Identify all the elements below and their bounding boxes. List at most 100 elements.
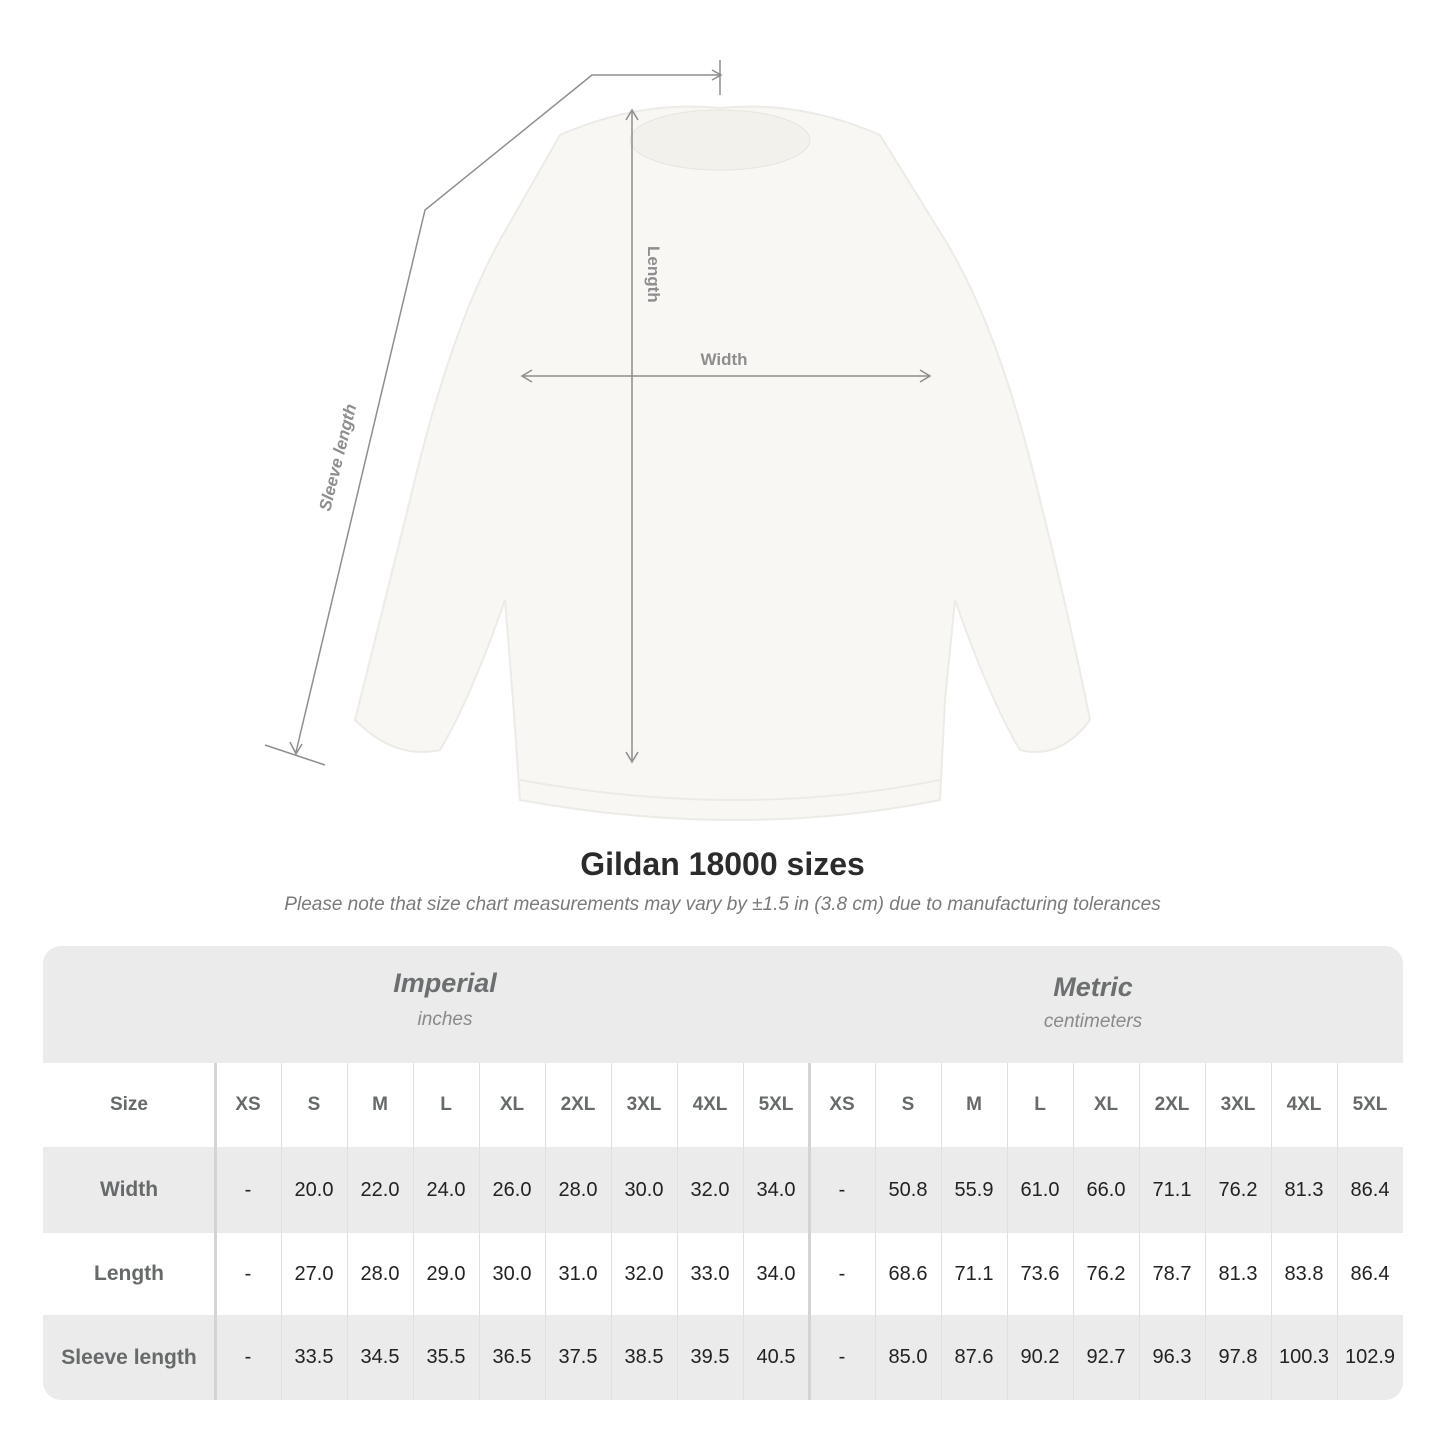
metric-value-cell: 100.3 <box>1278 1346 1330 1368</box>
metric-value-cell: 76.2 <box>1218 1178 1258 1201</box>
size-column-header: M <box>372 1094 388 1115</box>
column-divider <box>347 1063 348 1400</box>
imperial-value-cell: 22.0 <box>360 1178 400 1201</box>
imperial-value-cell: - <box>244 1178 252 1201</box>
width-label: Width <box>700 350 747 369</box>
size-column-header: 5XL <box>758 1094 794 1115</box>
imperial-value-cell: 36.5 <box>492 1346 532 1368</box>
size-table: Imperial inches Metric centimeters Size X… <box>43 946 1403 1400</box>
imperial-title: Imperial <box>393 968 497 998</box>
imperial-value-cell: - <box>244 1262 252 1285</box>
size-column-header: 2XL <box>560 1094 596 1115</box>
metric-value-cell: 81.3 <box>1218 1262 1258 1285</box>
column-divider <box>281 1063 282 1400</box>
column-divider <box>677 1063 678 1400</box>
column-divider <box>479 1063 480 1400</box>
measurement-lines <box>264 60 932 766</box>
imperial-value-cell: 34.0 <box>756 1178 796 1201</box>
row-label: Sleeve length <box>61 1345 197 1369</box>
row-label: Length <box>94 1262 164 1285</box>
imperial-value-cell: 38.5 <box>624 1346 664 1368</box>
column-divider <box>611 1063 612 1400</box>
imperial-value-cell: 30.0 <box>624 1178 664 1201</box>
metric-value-cell: 71.1 <box>1152 1178 1192 1201</box>
column-divider <box>941 1063 942 1400</box>
size-column-header: 3XL <box>1220 1094 1256 1115</box>
metric-value-cell: 86.4 <box>1350 1262 1390 1285</box>
column-divider <box>1205 1063 1206 1400</box>
metric-value-cell: 71.1 <box>954 1262 994 1285</box>
imperial-value-cell: 32.0 <box>690 1178 730 1201</box>
imperial-value-cell: 26.0 <box>492 1178 532 1201</box>
imperial-value-cell: 37.5 <box>558 1346 598 1368</box>
imperial-value-cell: 20.0 <box>294 1178 334 1201</box>
imperial-value-cell: 27.0 <box>294 1262 334 1285</box>
tolerance-note: Please note that size chart measurements… <box>284 894 1161 915</box>
imperial-value-cell: 31.0 <box>558 1262 598 1285</box>
imperial-value-cell: 39.5 <box>690 1346 730 1368</box>
metric-value-cell: 97.8 <box>1218 1346 1258 1368</box>
column-divider <box>1271 1063 1272 1400</box>
imperial-value-cell: 40.5 <box>756 1346 796 1368</box>
metric-value-cell: - <box>838 1178 846 1201</box>
size-column-header: XS <box>235 1094 261 1115</box>
imperial-value-cell: 28.0 <box>360 1262 400 1285</box>
metric-unit: centimeters <box>1043 1011 1143 1032</box>
column-divider <box>413 1063 414 1400</box>
imperial-value-cell: 34.0 <box>756 1262 796 1285</box>
size-column-header: L <box>1034 1094 1046 1115</box>
size-column-header: S <box>901 1094 915 1115</box>
imperial-value-cell: 29.0 <box>426 1262 466 1285</box>
imperial-header: Imperial inches <box>215 968 675 1031</box>
metric-value-cell: 87.6 <box>954 1346 994 1368</box>
column-divider <box>1337 1063 1338 1400</box>
metric-value-cell: 50.8 <box>888 1178 928 1201</box>
imperial-value-cell: 30.0 <box>492 1262 532 1285</box>
sweatshirt-diagram: Length Width Sleeve length <box>264 60 1092 821</box>
metric-value-cell: - <box>838 1262 846 1285</box>
size-column-header: 4XL <box>692 1094 728 1115</box>
size-column-header: M <box>966 1094 982 1115</box>
metric-value-cell: 92.7 <box>1086 1346 1126 1368</box>
metric-value-cell: 102.9 <box>1344 1346 1396 1368</box>
metric-value-cell: 55.9 <box>954 1178 994 1201</box>
size-column-header: XL <box>499 1094 525 1115</box>
metric-value-cell: 96.3 <box>1152 1346 1192 1368</box>
imperial-value-cell: 32.0 <box>624 1262 664 1285</box>
column-divider <box>1007 1063 1008 1400</box>
size-column-header: 3XL <box>626 1094 662 1115</box>
column-divider <box>545 1063 546 1400</box>
page-title: Gildan 18000 sizes <box>580 846 865 882</box>
size-column-header: L <box>440 1094 452 1115</box>
row-band-sleeve <box>43 1315 1403 1400</box>
length-label: Length <box>644 246 663 303</box>
column-divider <box>875 1063 876 1400</box>
size-column-header: 2XL <box>1154 1094 1190 1115</box>
imperial-unit: inches <box>417 1009 473 1030</box>
metric-value-cell: 81.3 <box>1284 1178 1324 1201</box>
imperial-value-cell: 28.0 <box>558 1178 598 1201</box>
column-divider <box>743 1063 744 1400</box>
size-column-header: XL <box>1093 1094 1119 1115</box>
metric-header: Metric centimeters <box>809 972 1377 1033</box>
row-label: Width <box>99 1178 159 1201</box>
row-band-width <box>43 1147 1403 1233</box>
metric-value-cell: 90.2 <box>1020 1346 1060 1368</box>
column-divider <box>1139 1063 1140 1400</box>
metric-value-cell: 66.0 <box>1086 1178 1126 1201</box>
metric-value-cell: 68.6 <box>888 1262 928 1285</box>
metric-title: Metric <box>1053 972 1133 1002</box>
size-header: Size <box>109 1094 149 1115</box>
imperial-value-cell: 33.5 <box>294 1346 334 1368</box>
column-divider <box>808 1063 811 1400</box>
metric-value-cell: 83.8 <box>1284 1262 1324 1285</box>
metric-value-cell: 73.6 <box>1020 1262 1060 1285</box>
metric-value-cell: 76.2 <box>1086 1262 1126 1285</box>
imperial-value-cell: 24.0 <box>426 1178 466 1201</box>
column-divider <box>1073 1063 1074 1400</box>
imperial-value-cell: 34.5 <box>360 1346 400 1368</box>
size-column-header: 4XL <box>1286 1094 1322 1115</box>
metric-value-cell: 86.4 <box>1350 1178 1390 1201</box>
imperial-value-cell: 33.0 <box>690 1262 730 1285</box>
size-column-header: S <box>307 1094 321 1115</box>
